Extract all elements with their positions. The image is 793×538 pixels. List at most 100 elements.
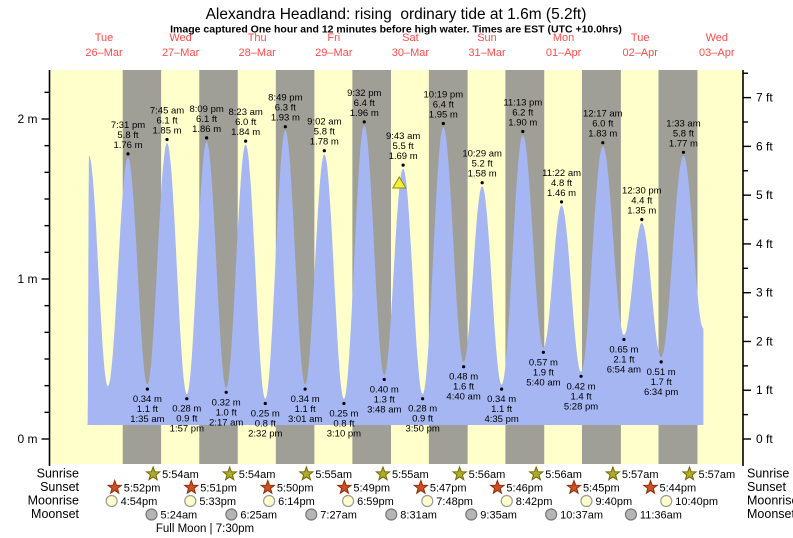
high-tide-dot xyxy=(601,141,605,145)
low-tide-dot xyxy=(622,337,626,342)
right-axis-label: 2 ft xyxy=(756,334,773,348)
high-tide-feet: 6.4 ft xyxy=(433,100,454,111)
moonrise-icon xyxy=(341,494,355,508)
sunset-icon xyxy=(183,479,200,495)
day-date-label: 26–Mar xyxy=(85,47,123,59)
moonrise-time: 8:42pm xyxy=(516,496,553,508)
high-tide-meters: 1.90 m xyxy=(508,118,537,129)
low-tide-time: 4:35 pm xyxy=(484,414,518,425)
low-tide-meters: 0.65 m xyxy=(609,345,638,356)
sunset-icon xyxy=(259,479,276,495)
low-tide-time: 1:57 pm xyxy=(170,424,204,435)
high-tide-time: 11:13 pm xyxy=(503,98,542,109)
low-tide-time: 3:01 am xyxy=(288,414,322,425)
row-label-moonrise-right: Moonrise xyxy=(747,494,793,508)
moonset-time: 9:35am xyxy=(480,510,517,522)
high-tide-meters: 1.69 m xyxy=(389,151,418,162)
low-tide-time: 2:17 am xyxy=(209,417,243,428)
low-tide-time: 6:54 am xyxy=(607,365,641,376)
high-tide-meters: 1.85 m xyxy=(153,126,182,137)
high-tide-meters: 1.58 m xyxy=(468,169,497,180)
sunrise-icon xyxy=(145,465,162,481)
high-tide-feet: 5.8 ft xyxy=(314,127,335,138)
high-tide-time: 7:45 am xyxy=(150,106,184,117)
moonset-icon xyxy=(225,508,238,521)
day-date-label: 31–Mar xyxy=(468,47,506,59)
high-tide-meters: 1.46 m xyxy=(547,188,576,199)
high-tide-meters: 1.35 m xyxy=(627,206,656,217)
high-tide-time: 8:23 am xyxy=(228,107,262,118)
low-tide-time: 1:35 am xyxy=(130,414,164,425)
day-weekday-label: Wed xyxy=(169,32,191,44)
low-tide-feet: 1.1 ft xyxy=(491,404,512,415)
sunset-time: 5:50pm xyxy=(277,483,314,495)
high-tide-meters: 1.83 m xyxy=(588,129,617,140)
day-weekday-label: Tue xyxy=(631,32,650,44)
tide-area xyxy=(87,125,704,426)
page-subtitle: Image captured One hour and 12 minutes b… xyxy=(170,24,622,36)
day-date-label: 03–Apr xyxy=(699,47,735,59)
moonrise-icon xyxy=(105,494,118,508)
left-axis-label: 1 m xyxy=(17,272,37,286)
low-tide-dot xyxy=(421,397,425,401)
sunrise-icon xyxy=(298,465,315,481)
sunset-time: 5:49pm xyxy=(353,483,390,495)
high-tide-dot xyxy=(362,120,366,124)
left-axis-label: 2 m xyxy=(17,112,37,126)
high-tide-time: 9:43 am xyxy=(386,131,420,142)
high-tide-time: 8:49 pm xyxy=(268,93,302,104)
high-tide-feet: 4.8 ft xyxy=(551,178,572,189)
day-date-label: 01–Apr xyxy=(546,47,582,59)
high-tide-time: 12:17 am xyxy=(583,109,623,120)
low-tide-time: 2:32 pm xyxy=(248,429,282,440)
high-tide-dot xyxy=(480,181,484,185)
high-tide-time: 12:30 pm xyxy=(622,186,662,197)
high-tide-feet: 6.0 ft xyxy=(235,117,256,128)
right-axis-label: 5 ft xyxy=(756,188,773,202)
sunrise-time: 5:54am xyxy=(162,469,199,481)
moonset-icon xyxy=(145,508,158,521)
high-tide-dot xyxy=(441,121,445,126)
row-label-moonset-left: Moonset xyxy=(31,507,79,521)
moonset-icon xyxy=(385,508,398,521)
low-tide-dot xyxy=(382,377,386,382)
moonrise-time: 7:48pm xyxy=(436,496,473,508)
low-tide-meters: 0.25 m xyxy=(329,409,358,420)
moonrise-time: 9:40pm xyxy=(595,496,632,508)
high-tide-dot xyxy=(521,129,525,134)
row-label-sunrise-right: Sunrise xyxy=(747,467,789,481)
right-axis-label: 4 ft xyxy=(756,237,773,251)
sunset-icon xyxy=(642,479,659,495)
row-label-sunrise-left: Sunrise xyxy=(37,467,79,481)
moonrise-icon xyxy=(580,494,593,508)
moonset-time: 6:25am xyxy=(240,510,277,522)
sunrise-icon xyxy=(221,465,238,481)
moonset-time: 10:37am xyxy=(560,510,603,522)
day-date-label: 30–Mar xyxy=(392,47,430,59)
sunrise-time: 5:56am xyxy=(469,469,506,481)
low-tide-dot xyxy=(579,374,583,378)
high-tide-meters: 1.84 m xyxy=(231,127,260,138)
sunset-time: 5:44pm xyxy=(659,483,696,495)
high-tide-dot xyxy=(283,125,287,129)
low-tide-dot xyxy=(461,365,466,369)
low-tide-dot xyxy=(224,390,228,394)
low-tide-dot xyxy=(500,387,504,391)
moonset-icon xyxy=(465,508,478,521)
day-weekday-label: Fri xyxy=(327,32,340,44)
high-tide-meters: 1.77 m xyxy=(669,138,698,149)
high-tide-meters: 1.76 m xyxy=(113,140,142,151)
moonset-time: 7:27am xyxy=(320,510,357,522)
sunset-time: 5:46pm xyxy=(506,483,543,495)
low-tide-meters: 0.40 m xyxy=(370,385,399,396)
high-tide-time: 9:32 pm xyxy=(347,88,381,99)
right-axis-label: 7 ft xyxy=(756,91,773,105)
sunset-time: 5:52pm xyxy=(124,483,161,495)
low-tide-meters: 0.25 m xyxy=(251,409,280,420)
day-date-label: 27–Mar xyxy=(162,47,200,59)
full-moon-note: Full Moon | 7:30pm xyxy=(156,523,254,535)
high-tide-meters: 1.95 m xyxy=(429,110,458,121)
high-tide-dot xyxy=(640,217,644,222)
low-tide-feet: 1.0 ft xyxy=(216,407,237,418)
